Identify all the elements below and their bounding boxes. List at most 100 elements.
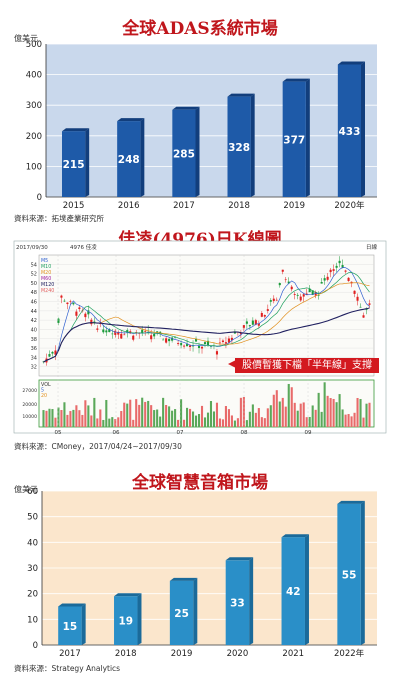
candle-body	[159, 331, 162, 334]
price-tick-label: 46	[31, 300, 37, 306]
candle-body	[90, 319, 93, 325]
month-tick-label: 05	[55, 430, 62, 436]
candle-body	[96, 328, 99, 330]
candle-body	[126, 330, 129, 333]
volume-bar	[296, 410, 299, 427]
candle-body	[233, 331, 236, 334]
volume-bar	[260, 417, 263, 427]
adas-bar-side	[140, 118, 145, 197]
volume-legend-item: 20	[41, 393, 47, 399]
adas-bar-value-label: 328	[228, 142, 250, 154]
volume-bar	[150, 405, 153, 427]
adas-bar-side	[305, 78, 310, 197]
volume-bar	[341, 409, 344, 427]
candle-body	[54, 350, 57, 355]
volume-bar	[356, 397, 359, 427]
volume-bar	[284, 406, 287, 427]
candle-body	[293, 294, 296, 295]
adas-bar-top	[227, 93, 255, 97]
month-tick-label: 09	[305, 430, 312, 436]
callout-pointer	[228, 360, 236, 368]
adas-bar-top	[61, 128, 90, 132]
candle-body	[78, 307, 81, 310]
ma-line-60	[43, 307, 370, 363]
adas-bar-side	[85, 128, 90, 197]
volume-bar	[165, 404, 168, 427]
speaker-bar-side	[360, 500, 365, 645]
speaker-bar	[281, 537, 305, 645]
volume-bar	[189, 408, 192, 427]
volume-bar	[248, 411, 251, 427]
candle-body	[332, 269, 335, 271]
candle-body	[356, 296, 359, 301]
candle-body	[281, 269, 284, 272]
volume-bar	[90, 415, 93, 427]
volume-bar	[347, 414, 350, 427]
stock-source: 資料來源：CMoney，2017/04/24~2017/09/30	[14, 442, 182, 451]
candle-body	[221, 340, 224, 342]
candle-body	[60, 295, 63, 298]
adas-bar-value-label: 248	[118, 154, 140, 166]
volume-bar	[84, 400, 87, 427]
volume-bar	[54, 417, 57, 427]
speaker-bar-value-label: 33	[230, 598, 245, 610]
speaker-x-tick-label: 2020	[227, 649, 249, 659]
candle-body	[150, 335, 153, 340]
volume-bar	[81, 414, 84, 427]
candle-body	[99, 323, 102, 325]
candle-body	[75, 311, 78, 316]
volume-bar	[212, 411, 216, 427]
stock-kline-chart: 2017/09/30 4976 佳凌 日線323436384042444648505…	[13, 240, 387, 436]
speaker-bar-value-label: 15	[63, 621, 78, 633]
candle-body	[305, 293, 308, 295]
volume-bar	[171, 410, 174, 427]
volume-bar	[230, 415, 233, 427]
month-tick-label: 07	[177, 430, 184, 436]
volume-bar	[120, 411, 123, 427]
volume-bar	[99, 409, 102, 427]
price-tick-label: 36	[31, 346, 37, 352]
candle-body	[329, 269, 332, 273]
adas-bar-chart: 0 100 200 300 400 500 215 2015 248 2016 285 2017 328…	[26, 40, 377, 211]
volume-bar	[305, 417, 308, 427]
speaker-y-tick-label: 40	[27, 538, 38, 548]
candle-body	[206, 340, 210, 346]
candle-body	[51, 351, 54, 354]
volume-bar	[191, 411, 195, 427]
volume-bar	[87, 405, 90, 427]
volume-bar	[239, 397, 242, 427]
volume-bar	[218, 418, 222, 427]
volume-bar	[194, 415, 198, 427]
candle-body	[189, 345, 192, 347]
volume-bar	[117, 417, 120, 427]
candle-body	[338, 260, 341, 264]
volume-bar	[269, 405, 272, 427]
candle-body	[177, 343, 180, 345]
price-tick-label: 52	[31, 272, 37, 278]
adas-x-tick-label: 2020年	[334, 200, 365, 211]
candle-body	[341, 265, 344, 268]
volume-bar	[45, 410, 48, 427]
volume-bar	[317, 392, 320, 427]
volume-bar	[335, 402, 338, 427]
speaker-bar-side	[304, 534, 309, 645]
adas-bar-top	[172, 106, 200, 110]
price-tick-label: 44	[31, 309, 37, 315]
speaker-bar-value-label: 42	[286, 586, 301, 598]
candle-body	[257, 323, 260, 326]
volume-bar	[144, 401, 147, 427]
speaker-x-tick-label: 2022年	[334, 648, 365, 659]
adas-y-tick-label: 400	[26, 71, 42, 81]
ma-legend-item: M120	[41, 282, 54, 288]
volume-bar	[96, 418, 99, 427]
candle-body	[183, 345, 186, 347]
volume-bar	[180, 399, 183, 427]
candle-body	[275, 299, 278, 301]
candle-body	[368, 303, 371, 305]
candle-body	[296, 294, 299, 296]
speaker-y-tick-label: 0	[33, 641, 38, 651]
volume-bar	[123, 402, 126, 427]
adas-bar	[282, 81, 306, 197]
candle-body	[84, 313, 87, 318]
candle-body	[335, 265, 338, 268]
